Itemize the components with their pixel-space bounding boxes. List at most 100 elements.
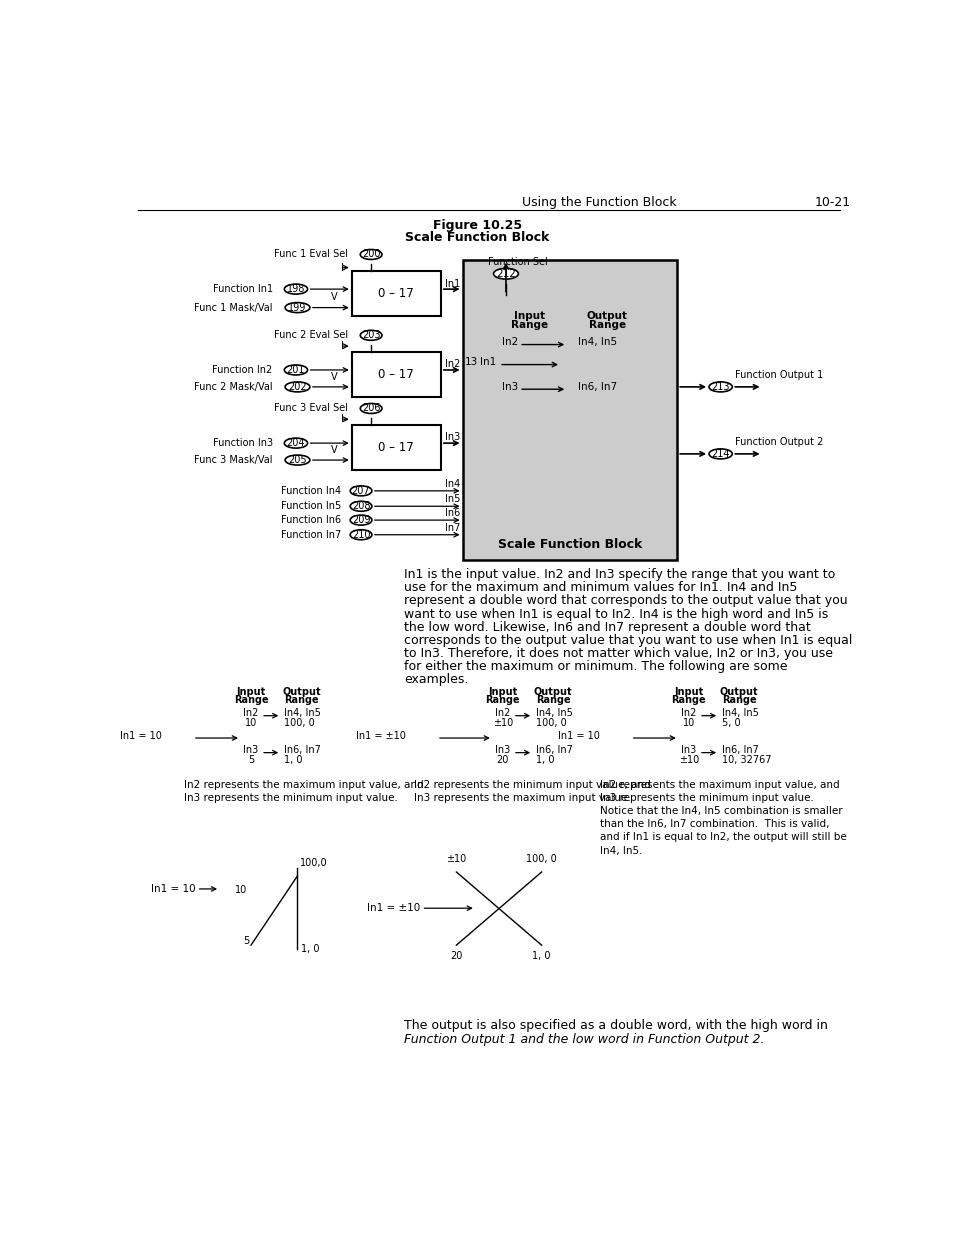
Ellipse shape [708,448,732,459]
Text: Using the Function Block: Using the Function Block [522,195,677,209]
Text: In2: In2 [243,709,258,719]
Text: 202: 202 [288,382,307,391]
Text: In4: In4 [444,479,459,489]
Text: In4, In5: In4, In5 [578,337,617,347]
Text: 0 – 17: 0 – 17 [378,368,414,382]
Text: In1 = ±10: In1 = ±10 [355,731,406,741]
Text: 0 – 17: 0 – 17 [378,441,414,454]
Text: 203: 203 [361,330,380,341]
Text: In3: In3 [680,746,696,756]
Text: want to use when In1 is equal to In2. In4 is the high word and In5 is: want to use when In1 is equal to In2. In… [404,608,828,620]
Ellipse shape [708,382,732,391]
Ellipse shape [285,303,310,312]
Text: Range: Range [721,695,756,705]
Text: In1 = 10: In1 = 10 [151,884,195,894]
Text: Input: Input [674,687,702,697]
Bar [352,425,440,471]
Text: In2: In2 [444,359,459,369]
Text: use for the maximum and minimum values for In1. In4 and In5: use for the maximum and minimum values f… [404,582,797,594]
Text: I: I [340,414,343,425]
Text: 0 – 17: 0 – 17 [378,288,414,300]
Text: Func 1 Eval Sel: Func 1 Eval Sel [274,249,348,259]
Text: In6, In7: In6, In7 [721,746,759,756]
Text: Scale Function Block: Scale Function Block [405,231,549,245]
Text: I: I [340,263,343,273]
Text: ±10: ±10 [678,755,699,764]
Text: 200: 200 [361,249,380,259]
Text: 212: 212 [496,269,516,279]
Text: corresponds to the output value that you want to use when In1 is equal: corresponds to the output value that you… [404,634,852,647]
Bar [352,352,440,396]
Text: In2: In2 [501,337,517,347]
Text: V: V [331,291,337,301]
Text: ±10: ±10 [446,855,466,864]
Text: In2 represents the maximum input value, and
In3 represents the minimum input val: In2 represents the maximum input value, … [183,779,423,803]
Text: Scale Function Block: Scale Function Block [497,538,641,551]
Text: Function In1: Function In1 [213,284,273,294]
Text: 201: 201 [287,366,305,375]
Text: Func 3 Mask/Val: Func 3 Mask/Val [194,454,273,466]
Text: 207: 207 [352,485,370,495]
Text: 10: 10 [234,885,247,895]
Text: In4, In5: In4, In5 [284,709,321,719]
Text: 10: 10 [245,718,257,727]
Ellipse shape [350,515,372,525]
Text: Output: Output [282,687,320,697]
Text: In3: In3 [495,746,510,756]
Text: In6, In7: In6, In7 [578,382,617,391]
Text: Input: Input [488,687,517,697]
Ellipse shape [360,330,381,341]
Ellipse shape [493,268,517,279]
Text: In4, In5: In4, In5 [721,709,759,719]
Ellipse shape [350,501,372,511]
Ellipse shape [360,404,381,414]
Text: In1 = 10: In1 = 10 [558,731,599,741]
Text: Range: Range [536,695,570,705]
Text: In6, In7: In6, In7 [536,746,573,756]
Text: 206: 206 [361,404,380,414]
Text: ±10: ±10 [493,718,513,727]
Text: Range: Range [284,695,318,705]
Text: Func 2 Mask/Val: Func 2 Mask/Val [193,382,273,391]
Text: Range: Range [671,695,705,705]
Text: Func 1 Mask/Val: Func 1 Mask/Val [194,303,273,312]
Text: 213: 213 [711,382,729,391]
Text: Function Output 2: Function Output 2 [735,437,822,447]
Bar [352,272,440,316]
Text: In3: In3 [243,746,258,756]
Text: 5, 0: 5, 0 [721,718,740,727]
Text: 1, 0: 1, 0 [301,944,319,953]
Text: In1: In1 [444,279,459,289]
Text: Function In2: Function In2 [213,366,273,375]
Text: Function Output 1: Function Output 1 [735,370,822,380]
Text: In2: In2 [680,709,696,719]
Ellipse shape [284,366,307,375]
Text: In1 = 10: In1 = 10 [120,731,162,741]
Text: Range: Range [511,320,548,330]
Text: Figure 10.25: Figure 10.25 [433,219,521,232]
Text: In5: In5 [444,494,459,504]
Text: Function In5: Function In5 [280,501,340,511]
Text: 20: 20 [450,951,462,961]
Text: Output: Output [720,687,758,697]
Text: Func 3 Eval Sel: Func 3 Eval Sel [274,404,348,414]
Text: Range: Range [588,320,625,330]
Text: The output is also specified as a double word, with the high word in: The output is also specified as a double… [404,1020,827,1032]
Text: Function In4: Function In4 [280,485,340,495]
Text: Output: Output [534,687,572,697]
Ellipse shape [285,454,310,466]
Text: 1, 0: 1, 0 [532,951,550,961]
Text: In4, In5: In4, In5 [536,709,573,719]
Ellipse shape [284,284,307,294]
Text: In2 represents the maximum input value, and
In3 represents the minimum input val: In2 represents the maximum input value, … [599,779,845,856]
Text: 1, 0: 1, 0 [536,755,554,764]
Text: Function In7: Function In7 [280,530,340,540]
Text: In2: In2 [495,709,510,719]
Text: to In3. Therefore, it does not matter which value, In2 or In3, you use: to In3. Therefore, it does not matter wh… [404,647,833,659]
Text: In6: In6 [444,508,459,519]
Text: represent a double word that corresponds to the output value that you: represent a double word that corresponds… [404,594,847,608]
Text: 204: 204 [287,438,305,448]
Text: V: V [331,445,337,454]
Ellipse shape [285,382,310,391]
Text: Input: Input [236,687,265,697]
